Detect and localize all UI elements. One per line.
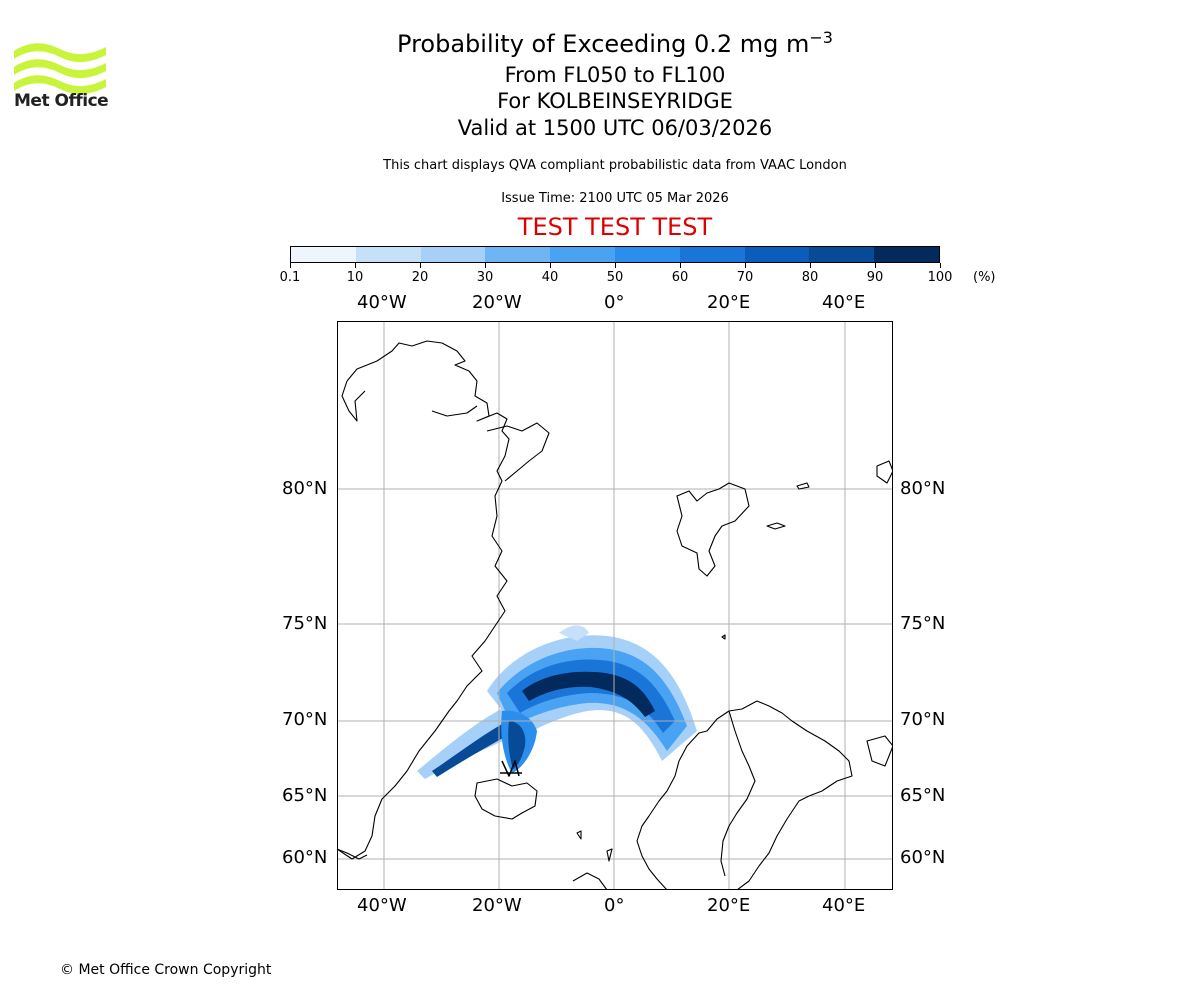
colorbar-tick-label: 100 <box>927 270 953 285</box>
copyright-notice: © Met Office Crown Copyright <box>60 962 272 978</box>
colorbar-segment <box>874 247 939 262</box>
flight-level-range: From FL050 to FL100 <box>504 63 726 87</box>
colorbar-segment <box>291 247 356 262</box>
lat-label-left-70n: 70°N <box>282 709 328 730</box>
colorbar-tick-label: 20 <box>411 270 429 285</box>
colorbar-tick-label: 80 <box>801 270 819 285</box>
chart-description: This chart displays QVA compliant probab… <box>383 158 847 173</box>
colorbar-segment <box>679 247 745 262</box>
chart-title: Probability of Exceeding 0.2 mg m−3 <box>397 28 833 58</box>
colorbar-tick-label: 60 <box>671 270 689 285</box>
lon-label-bottom-40w: 40°W <box>357 895 407 916</box>
lon-label-top-20e: 20°E <box>707 292 751 313</box>
ash-probability-plume <box>417 625 697 779</box>
lon-label-top-40e: 40°E <box>822 292 866 313</box>
lon-label-top-40w: 40°W <box>357 292 407 313</box>
issue-time: Issue Time: 2100 UTC 05 Mar 2026 <box>501 191 729 206</box>
lon-label-bottom-40e: 40°E <box>822 895 866 916</box>
colorbar-tick <box>289 263 291 268</box>
lon-label-top-0: 0° <box>604 292 625 313</box>
met-office-logo-text: Met Office <box>14 91 109 111</box>
gridlines <box>337 321 893 890</box>
colorbar-segment <box>355 247 421 262</box>
map-frame <box>337 321 893 890</box>
colorbar-tick-label: 10 <box>346 270 364 285</box>
colorbar <box>290 246 940 263</box>
colorbar-tick-label: 50 <box>606 270 624 285</box>
lat-label-left-60n: 60°N <box>282 847 328 868</box>
colorbar-segment <box>614 247 680 262</box>
colorbar-tick <box>354 263 356 268</box>
colorbar-tick <box>874 263 876 268</box>
lon-label-bottom-20w: 20°W <box>472 895 522 916</box>
colorbar-tick <box>809 263 811 268</box>
map-plot <box>337 321 893 890</box>
lat-label-left-65n: 65°N <box>282 785 328 806</box>
location-name: For KOLBEINSEYRIDGE <box>497 89 733 113</box>
lat-label-left-75n: 75°N <box>282 613 328 634</box>
colorbar-segment <box>744 247 810 262</box>
lat-label-right-80n: 80°N <box>900 478 946 499</box>
lat-label-right-75n: 75°N <box>900 613 946 634</box>
colorbar-tick-label: 30 <box>476 270 494 285</box>
colorbar-tick <box>419 263 421 268</box>
colorbar-tick <box>744 263 746 268</box>
lon-label-bottom-20e: 20°E <box>707 895 751 916</box>
colorbar-tick-label: 0.1 <box>279 270 301 285</box>
lon-label-top-20w: 20°W <box>472 292 522 313</box>
lat-label-right-70n: 70°N <box>900 709 946 730</box>
colorbar-tick <box>939 263 941 268</box>
colorbar-segment <box>485 247 551 262</box>
colorbar-tick <box>679 263 681 268</box>
lat-label-left-80n: 80°N <box>282 478 328 499</box>
colorbar-tick <box>614 263 616 268</box>
lat-label-right-60n: 60°N <box>900 847 946 868</box>
coastlines <box>337 340 893 890</box>
colorbar-tick-label: 70 <box>736 270 754 285</box>
colorbar-unit: (%) <box>973 270 996 285</box>
colorbar-tick <box>484 263 486 268</box>
colorbar-segment <box>809 247 875 262</box>
colorbar-segment <box>420 247 486 262</box>
test-banner: TEST TEST TEST <box>517 213 713 241</box>
lat-label-right-65n: 65°N <box>900 785 946 806</box>
colorbar-tick <box>549 263 551 268</box>
colorbar-tick-label: 90 <box>866 270 884 285</box>
lon-label-bottom-0: 0° <box>604 895 625 916</box>
valid-time: Valid at 1500 UTC 06/03/2026 <box>457 116 773 140</box>
colorbar-segment <box>550 247 615 262</box>
colorbar-tick-label: 40 <box>541 270 559 285</box>
met-office-logo-icon <box>14 43 106 95</box>
